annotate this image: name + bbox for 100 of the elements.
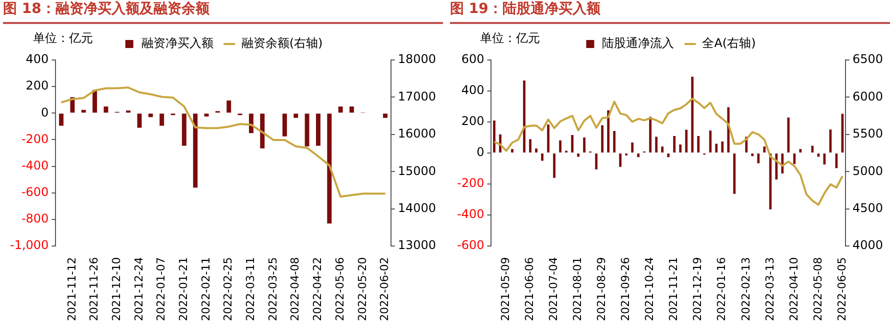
x-tick-label: 2022-03-11	[244, 257, 258, 322]
bar	[787, 118, 790, 153]
bar	[595, 154, 598, 170]
y2-tick-label: 18000	[398, 52, 436, 66]
x-tick-label: 2021-08-29	[595, 257, 608, 322]
x-tick-label: 2022-04-22	[311, 257, 324, 322]
bar	[799, 149, 802, 153]
bar	[613, 131, 616, 153]
bar	[601, 125, 604, 153]
bar	[685, 130, 688, 153]
y-tick-label: 600	[461, 52, 484, 66]
y2-tick-label: 15000	[398, 164, 436, 178]
bar	[577, 154, 580, 157]
y2-tick-label: 4000	[852, 238, 884, 252]
x-tick-label: 2021-06-06	[523, 257, 536, 322]
x-tick-label: 2022-03-25	[266, 257, 280, 322]
y2-tick-label: 16000	[398, 126, 436, 141]
bar	[733, 154, 736, 194]
y-tick-label: -600	[457, 238, 484, 252]
x-tick-label: 2021-11-26	[88, 257, 101, 322]
bar	[715, 144, 718, 153]
y-tick-label: 400	[461, 83, 484, 98]
chart-title: 图 18：融资净买入额及融资余额	[3, 0, 443, 24]
y-tick-label: -800	[21, 212, 49, 226]
bar	[282, 114, 287, 136]
bar	[691, 76, 694, 153]
chart-title: 图 19：陆股通净买入额	[450, 0, 890, 24]
x-tick-label: 2021-05-09	[499, 257, 512, 322]
bar	[193, 114, 198, 188]
bar	[709, 130, 712, 153]
bar	[667, 154, 670, 158]
bar	[661, 146, 664, 153]
bar	[679, 144, 682, 153]
bar	[535, 148, 538, 153]
x-tick-label: 2021-08-01	[571, 257, 584, 322]
text: 单位：亿元	[480, 30, 540, 47]
legend-label: 融资余额(右轴)	[241, 36, 323, 50]
y-tick-label: -400	[457, 207, 484, 222]
bar	[92, 90, 98, 113]
x-tick-label: 2021-07-04	[547, 257, 560, 322]
x-tick-label: 2022-01-16	[715, 257, 728, 322]
bar	[673, 136, 676, 153]
y2-tick-label: 5500	[852, 126, 884, 141]
text: 单位：亿元	[33, 30, 93, 47]
x-tick-label: 2021-11-21	[667, 257, 680, 322]
y-tick-label: 0	[476, 145, 484, 160]
bar	[327, 114, 332, 224]
y-tick-label: 200	[26, 78, 49, 93]
y2-tick-label: 6500	[852, 52, 884, 66]
x-tick-label: 2022-06-05	[835, 257, 848, 322]
y2-tick-label: 5000	[852, 164, 884, 178]
bar	[637, 154, 640, 158]
legend-label: 陆股通净流入	[602, 36, 674, 50]
x-tick-label: 2021-09-26	[619, 257, 632, 322]
x-tick-label: 2022-05-20	[356, 257, 369, 322]
bar	[697, 136, 700, 153]
x-tick-label: 2022-04-10	[787, 257, 800, 322]
bar	[104, 106, 108, 113]
y-tick-label: -200	[457, 176, 484, 190]
bar	[811, 146, 814, 153]
bar	[383, 114, 388, 118]
x-tick-label: 2021-12-24	[132, 257, 146, 322]
bar	[204, 114, 209, 116]
bar	[523, 80, 526, 153]
bar	[294, 114, 298, 118]
bar	[304, 114, 310, 146]
x-tick-label: 2022-02-25	[222, 257, 235, 322]
y2-tick-label: 14000	[398, 200, 436, 215]
x-tick-label: 2022-05-06	[333, 257, 346, 322]
bar	[511, 149, 514, 153]
bar	[547, 124, 550, 153]
y-tick-label: -200	[21, 132, 49, 146]
y-tick-label: 0	[41, 105, 49, 120]
bar	[817, 154, 820, 157]
x-tick-label: 2022-02-13	[739, 257, 752, 322]
y2-tick-label: 6000	[852, 89, 884, 104]
x-tick-label: 2022-06-02	[378, 257, 392, 322]
x-tick-label: 2021-11-12	[65, 257, 78, 322]
bar	[81, 110, 86, 113]
bar	[721, 142, 724, 153]
bar	[148, 114, 153, 118]
bar	[137, 114, 142, 128]
bar	[59, 114, 64, 126]
legend-label: 融资净买入额	[141, 36, 214, 50]
legend-label: 全A(右轴)	[702, 36, 756, 50]
bar	[571, 135, 574, 153]
bar	[757, 154, 760, 164]
bar	[619, 154, 622, 167]
bar	[182, 114, 186, 146]
x-tick-label: 2022-01-21	[177, 257, 190, 322]
bar	[649, 116, 652, 153]
bar	[607, 110, 610, 153]
x-tick-label: 2021-12-10	[110, 257, 123, 322]
y-tick-label: -1,000	[10, 238, 49, 252]
bar	[316, 114, 320, 146]
bar	[631, 142, 634, 153]
y-tick-label: 400	[26, 52, 49, 66]
bar	[823, 154, 826, 165]
x-tick-label: 2022-05-08	[811, 257, 824, 322]
bar	[260, 114, 265, 148]
